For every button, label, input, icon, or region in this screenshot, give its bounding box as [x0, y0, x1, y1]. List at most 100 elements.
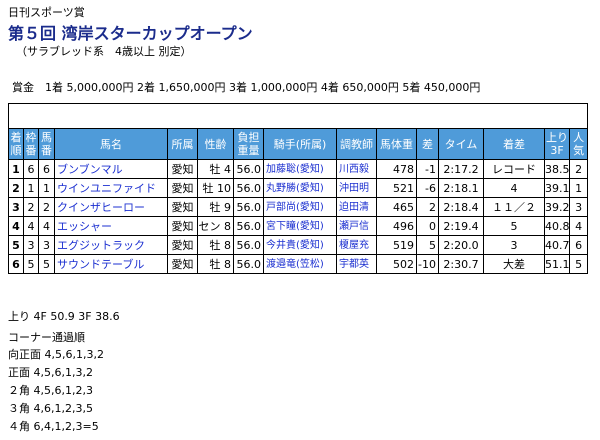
- corner-title: コーナー通過順: [8, 331, 85, 344]
- horse-number-cell: 5: [38, 254, 55, 274]
- margin-cell: 大差: [483, 254, 545, 274]
- weight-diff-cell: 2: [416, 197, 439, 217]
- jockey-link[interactable]: 今井貴(愛知): [263, 235, 337, 255]
- horse-number-cell: 6: [38, 159, 55, 179]
- sex-age-cell: 牡 8: [197, 254, 234, 274]
- frame-cell: 4: [23, 216, 39, 236]
- popularity-cell: 2: [568, 159, 589, 179]
- race-conditions: （サラブレッド系 4歳以上 別定）: [16, 45, 192, 58]
- last3f-cell: 40.7: [544, 235, 570, 255]
- rank-cell: 4: [8, 216, 24, 236]
- stable-cell: 愛知: [167, 159, 198, 179]
- trainer-link[interactable]: 沖田明: [336, 178, 377, 198]
- frame-cell: 6: [23, 159, 39, 179]
- header-bodyweight: 馬体重: [376, 128, 417, 160]
- sex-age-cell: 牡 10: [197, 178, 234, 198]
- table-row: 6 5 5 サウンドテーブル 愛知牡 8 56.0 渡邉竜(笠松) 宇都英 502 -10 2:30…: [8, 254, 589, 274]
- trainer-link[interactable]: 榎屋充: [336, 235, 377, 255]
- weight-diff-cell: 5: [416, 235, 439, 255]
- margin-cell: 5: [483, 216, 545, 236]
- rank-cell: 5: [8, 235, 24, 255]
- popularity-cell: 3: [568, 197, 589, 217]
- horse-number-cell: 3: [38, 235, 55, 255]
- race-title: 第５回 湾岸スターカップオープン: [8, 24, 253, 43]
- stable-cell: 愛知: [167, 216, 198, 236]
- sponsor-label: 日刊スポーツ賞: [8, 6, 85, 19]
- time-cell: 2:18.1: [438, 178, 484, 198]
- header-weight: 負担重量: [233, 128, 264, 160]
- header-horse: 馬名: [54, 128, 168, 160]
- last3f-cell: 39.1: [544, 178, 570, 198]
- header-rank: 着順: [8, 128, 24, 160]
- weight-diff-cell: -10: [416, 254, 439, 274]
- header-time: タイム: [438, 128, 484, 160]
- header-jockey: 騎手(所属): [263, 128, 337, 160]
- last3f-cell: 40.8: [544, 216, 570, 236]
- stable-cell: 愛知: [167, 197, 198, 217]
- trainer-link[interactable]: 迫田清: [336, 197, 377, 217]
- weight-cell: 56.0: [233, 178, 264, 198]
- rank-cell: 1: [8, 159, 24, 179]
- body-weight-cell: 521: [376, 178, 417, 198]
- table-row: 3 2 2 クインザヒーロー 愛知牡 9 56.0 戸部尚(愛知) 迫田清 465 2 2:18.4…: [8, 197, 589, 217]
- corner-order: ３角 4,6,1,2,3,5: [8, 402, 93, 415]
- horse-name-link[interactable]: エグジットラック: [54, 235, 168, 255]
- margin-cell: 4: [483, 178, 545, 198]
- horse-name-link[interactable]: ブンブンマル: [54, 159, 168, 179]
- corner-order: ２角 4,5,6,1,2,3: [8, 384, 93, 397]
- weight-cell: 56.0: [233, 159, 264, 179]
- popularity-cell: 1: [568, 178, 589, 198]
- last3f-cell: 38.5: [544, 159, 570, 179]
- table-header-row: 着順 枠番 馬番 馬名 所属 性齢 負担重量 騎手(所属) 調教師 馬体重 差 …: [8, 128, 589, 160]
- header-margin: 着差: [483, 128, 545, 160]
- time-cell: 2:30.7: [438, 254, 484, 274]
- time-cell: 2:20.0: [438, 235, 484, 255]
- weight-diff-cell: 0: [416, 216, 439, 236]
- jockey-link[interactable]: 戸部尚(愛知): [263, 197, 337, 217]
- margin-cell: １１／２: [483, 197, 545, 217]
- horse-name-link[interactable]: サウンドテーブル: [54, 254, 168, 274]
- popularity-cell: 5: [568, 254, 589, 274]
- prize-money: 賞金 1着 5,000,000円 2着 1,650,000円 3着 1,000,…: [12, 81, 481, 94]
- frame-cell: 1: [23, 178, 39, 198]
- jockey-link[interactable]: 加藤聡(愛知): [263, 159, 337, 179]
- popularity-cell: 6: [568, 235, 589, 255]
- weight-cell: 56.0: [233, 197, 264, 217]
- body-weight-cell: 496: [376, 216, 417, 236]
- header-stable: 所属: [167, 128, 198, 160]
- jockey-link[interactable]: 丸野勝(愛知): [263, 178, 337, 198]
- trainer-link[interactable]: 川西毅: [336, 159, 377, 179]
- weight-diff-cell: -6: [416, 178, 439, 198]
- header-sexage: 性齢: [197, 128, 234, 160]
- results-table: １１R 成績表 着順 枠番 馬番 馬名 所属 性齢 負担重量 騎手(所属) 調教…: [7, 103, 589, 274]
- agari-time: 上り 4F 50.9 3F 38.6: [8, 310, 120, 323]
- horse-name-link[interactable]: ウインユニファイド: [54, 178, 168, 198]
- header-pop: 人気: [568, 128, 589, 160]
- body-weight-cell: 519: [376, 235, 417, 255]
- weight-cell: 56.0: [233, 216, 264, 236]
- stable-cell: 愛知: [167, 178, 198, 198]
- sex-age-cell: 牡 8: [197, 235, 234, 255]
- trainer-link[interactable]: 瀬戸信: [336, 216, 377, 236]
- weight-cell: 56.0: [233, 235, 264, 255]
- time-cell: 2:17.2: [438, 159, 484, 179]
- body-weight-cell: 502: [376, 254, 417, 274]
- body-weight-cell: 465: [376, 197, 417, 217]
- frame-cell: 2: [23, 197, 39, 217]
- jockey-link[interactable]: 渡邉竜(笠松): [263, 254, 337, 274]
- last3f-cell: 51.1: [544, 254, 570, 274]
- time-cell: 2:18.4: [438, 197, 484, 217]
- table-row: 5 3 3 エグジットラック 愛知牡 8 56.0 今井貴(愛知) 榎屋充 519 5 2:20.0…: [8, 235, 589, 255]
- jockey-link[interactable]: 宮下瞳(愛知): [263, 216, 337, 236]
- sex-age-cell: 牡 9: [197, 197, 234, 217]
- stable-cell: 愛知: [167, 235, 198, 255]
- trainer-link[interactable]: 宇都英: [336, 254, 377, 274]
- rank-cell: 3: [8, 197, 24, 217]
- sex-age-cell: 牡 4: [197, 159, 234, 179]
- header-diff: 差: [416, 128, 439, 160]
- horse-name-link[interactable]: エッシャー: [54, 216, 168, 236]
- horse-name-link[interactable]: クインザヒーロー: [54, 197, 168, 217]
- horse-number-cell: 2: [38, 197, 55, 217]
- popularity-cell: 4: [568, 216, 589, 236]
- frame-cell: 3: [23, 235, 39, 255]
